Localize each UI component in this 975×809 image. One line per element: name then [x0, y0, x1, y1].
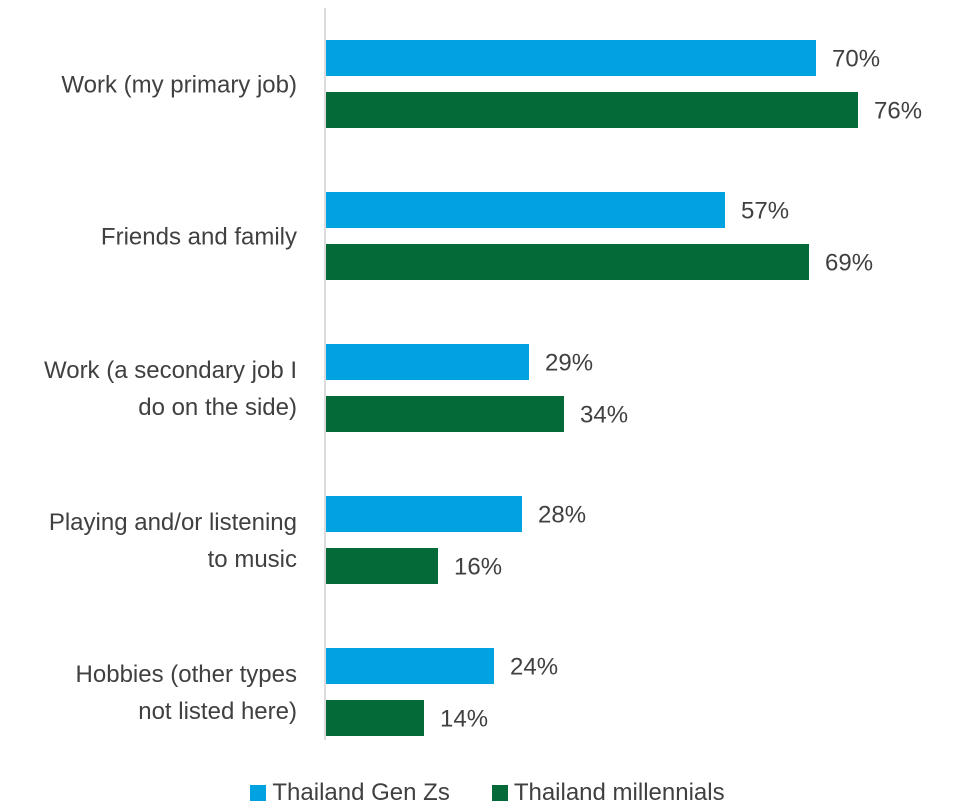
data-label-gen-z: 24%	[510, 653, 558, 680]
bar-gen-z	[326, 40, 816, 76]
category-label: Hobbies (other types not listed here)	[76, 661, 297, 725]
legend-label-millennials: Thailand millennials	[513, 779, 725, 806]
bar-millennials	[326, 700, 424, 736]
data-label-millennials: 76%	[874, 97, 922, 124]
category-label: Friends and family	[101, 223, 297, 250]
category-label: Work (my primary job)	[61, 71, 297, 98]
data-label-gen-z: 57%	[741, 197, 789, 224]
legend-swatch-gen-z	[250, 785, 267, 801]
legend-swatch-millennials	[491, 785, 508, 801]
legend: Thailand Gen Zs Thailand millennials	[0, 778, 975, 808]
bar-millennials	[326, 92, 858, 128]
category-label: Playing and/or listening to music	[49, 509, 297, 573]
bar-millennials	[326, 548, 438, 584]
bar-gen-z	[326, 192, 725, 228]
data-label-millennials: 14%	[440, 705, 488, 732]
legend-label-gen-z: Thailand Gen Zs	[272, 779, 450, 806]
legend-item-gen-z: Thailand Gen Zs	[250, 778, 450, 808]
data-label-gen-z: 29%	[545, 349, 593, 376]
bar-millennials	[326, 396, 564, 432]
data-label-millennials: 16%	[454, 553, 502, 580]
data-label-gen-z: 70%	[832, 45, 880, 72]
bar-chart-plot: Work (my primary job) 70% 76% Friends and f…	[44, 8, 922, 740]
legend-item-millennials: Thailand millennials	[491, 778, 725, 808]
bar-gen-z	[326, 648, 494, 684]
data-label-gen-z: 28%	[538, 501, 586, 528]
data-label-millennials: 69%	[825, 249, 873, 276]
data-label-millennials: 34%	[580, 401, 628, 428]
bar-millennials	[326, 244, 809, 280]
bar-gen-z	[326, 344, 529, 380]
bar-gen-z	[326, 496, 522, 532]
